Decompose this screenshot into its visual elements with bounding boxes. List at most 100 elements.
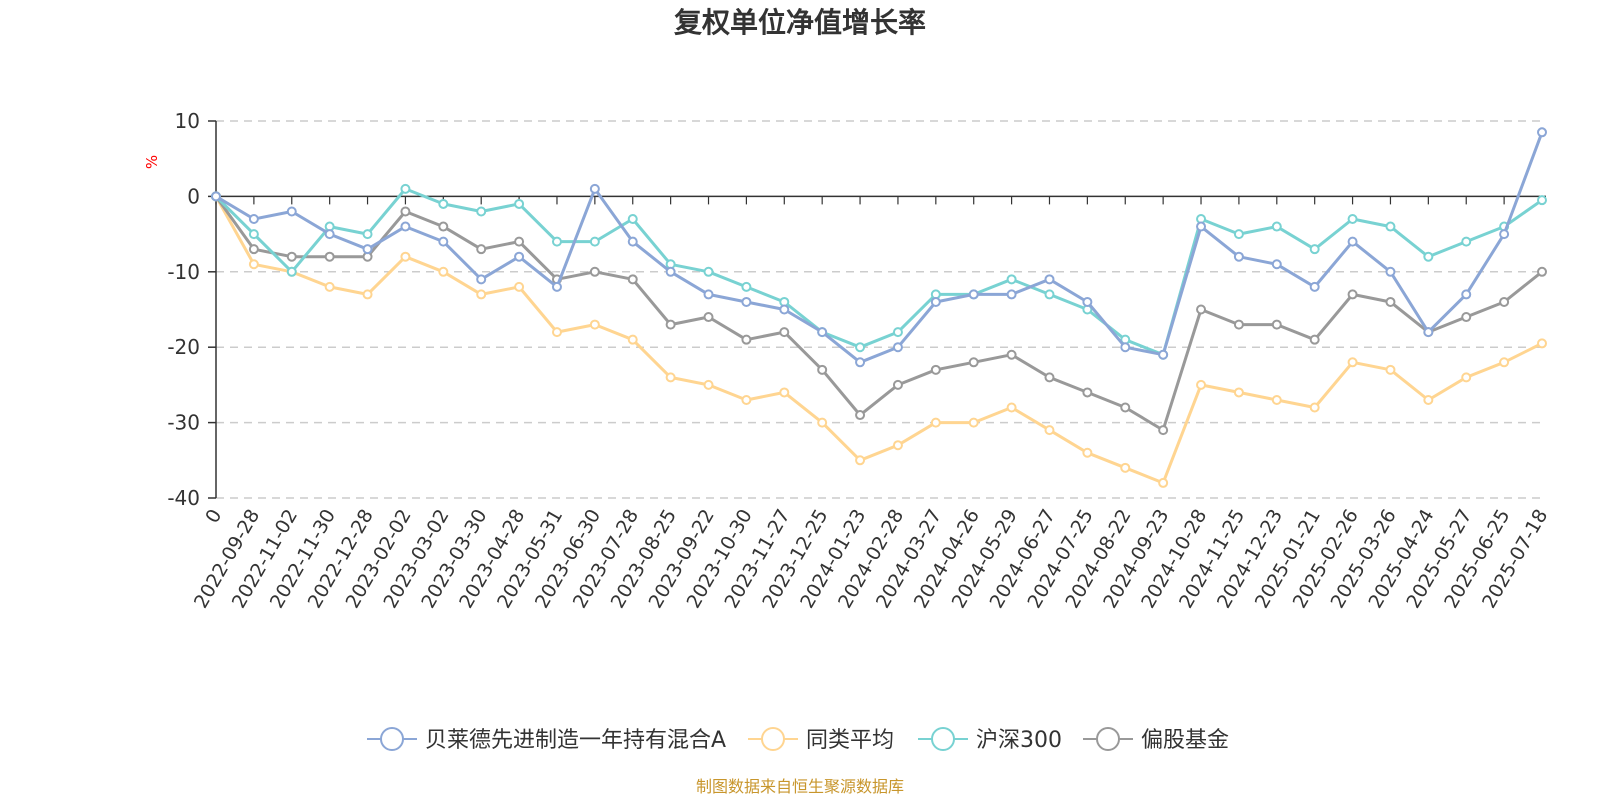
data-point <box>817 417 828 428</box>
data-point <box>665 266 676 277</box>
data-point <box>1309 281 1320 292</box>
data-point <box>1271 259 1282 270</box>
data-point <box>362 289 373 300</box>
data-point <box>589 236 600 247</box>
data-point <box>476 206 487 217</box>
data-point <box>1499 357 1510 368</box>
data-point <box>665 372 676 383</box>
data-point <box>1196 379 1207 390</box>
data-point <box>741 394 752 405</box>
data-point <box>1423 394 1434 405</box>
data-point <box>1385 296 1396 307</box>
data-point <box>1158 349 1169 360</box>
data-point <box>589 266 600 277</box>
data-point <box>589 183 600 194</box>
data-point <box>627 274 638 285</box>
data-point <box>476 289 487 300</box>
y-tick-label: 0 <box>187 184 200 208</box>
series-line <box>214 130 1544 364</box>
data-point <box>1044 274 1055 285</box>
source-note: 制图数据来自恒生聚源数据库 <box>696 777 904 796</box>
data-point <box>514 236 525 247</box>
data-point <box>968 417 979 428</box>
data-point <box>476 244 487 255</box>
data-point <box>1120 462 1131 473</box>
legend-label: 同类平均 <box>806 728 894 753</box>
data-point <box>1233 229 1244 240</box>
data-point <box>817 364 828 375</box>
data-point <box>1385 266 1396 277</box>
data-point <box>1347 236 1358 247</box>
data-point <box>248 244 259 255</box>
data-point <box>1537 266 1547 277</box>
data-point <box>1385 221 1396 232</box>
data-point <box>1347 289 1358 300</box>
data-point <box>1233 387 1244 398</box>
data-point <box>438 221 449 232</box>
data-point <box>248 214 259 225</box>
legend-item[interactable]: 沪深300 <box>918 727 1062 753</box>
data-point <box>968 289 979 300</box>
data-point <box>324 229 335 240</box>
data-point <box>1120 402 1131 413</box>
data-point <box>1537 195 1547 206</box>
data-point <box>817 327 828 338</box>
data-point <box>362 229 373 240</box>
data-point <box>1158 477 1169 488</box>
legend[interactable]: 贝莱德先进制造一年持有混合A 同类平均 沪深300 偏股基金 <box>367 727 1229 753</box>
data-point <box>1499 296 1510 307</box>
data-point <box>1385 364 1396 375</box>
chart-title: 复权单位净值增长率 <box>674 6 926 39</box>
data-point <box>855 455 866 466</box>
y-tick-label: -30 <box>167 411 200 435</box>
data-point <box>1423 251 1434 262</box>
data-point <box>930 417 941 428</box>
data-point <box>438 198 449 209</box>
data-point <box>1006 349 1017 360</box>
grid-lines <box>216 120 1546 499</box>
data-point <box>892 342 903 353</box>
data-point <box>551 327 562 338</box>
data-point <box>438 236 449 247</box>
series-line <box>214 187 1544 357</box>
data-point <box>286 206 297 217</box>
data-point <box>1271 319 1282 330</box>
series-line <box>214 194 1544 485</box>
data-point <box>514 251 525 262</box>
y-tick-label: -10 <box>167 260 200 284</box>
data-point <box>703 266 714 277</box>
data-point <box>1082 387 1093 398</box>
data-point <box>1309 402 1320 413</box>
data-point <box>779 387 790 398</box>
data-point <box>1044 372 1055 383</box>
data-point <box>741 281 752 292</box>
y-tick-label: -40 <box>167 486 200 510</box>
series-line <box>214 194 1544 432</box>
data-point <box>551 236 562 247</box>
data-point <box>1082 296 1093 307</box>
series-0 <box>211 127 1547 368</box>
legend-item[interactable]: 偏股基金 <box>1083 727 1229 753</box>
data-point <box>248 259 259 270</box>
data-point <box>1006 274 1017 285</box>
legend-item[interactable]: 同类平均 <box>748 727 894 753</box>
legend-marker <box>931 727 955 751</box>
data-point <box>476 274 487 285</box>
data-point <box>1309 244 1320 255</box>
data-point <box>1158 425 1169 436</box>
legend-item[interactable]: 贝莱德先进制造一年持有混合A <box>367 727 726 753</box>
data-point <box>741 296 752 307</box>
data-point <box>703 289 714 300</box>
data-point <box>627 236 638 247</box>
data-point <box>1271 221 1282 232</box>
data-point <box>627 214 638 225</box>
data-point <box>286 266 297 277</box>
data-point <box>211 191 221 202</box>
data-point <box>1120 342 1131 353</box>
data-point <box>438 266 449 277</box>
legend-label: 偏股基金 <box>1141 728 1229 753</box>
data-point <box>1461 372 1472 383</box>
data-point <box>968 357 979 368</box>
data-point <box>1309 334 1320 345</box>
x-tick-label: 0 <box>201 506 226 527</box>
